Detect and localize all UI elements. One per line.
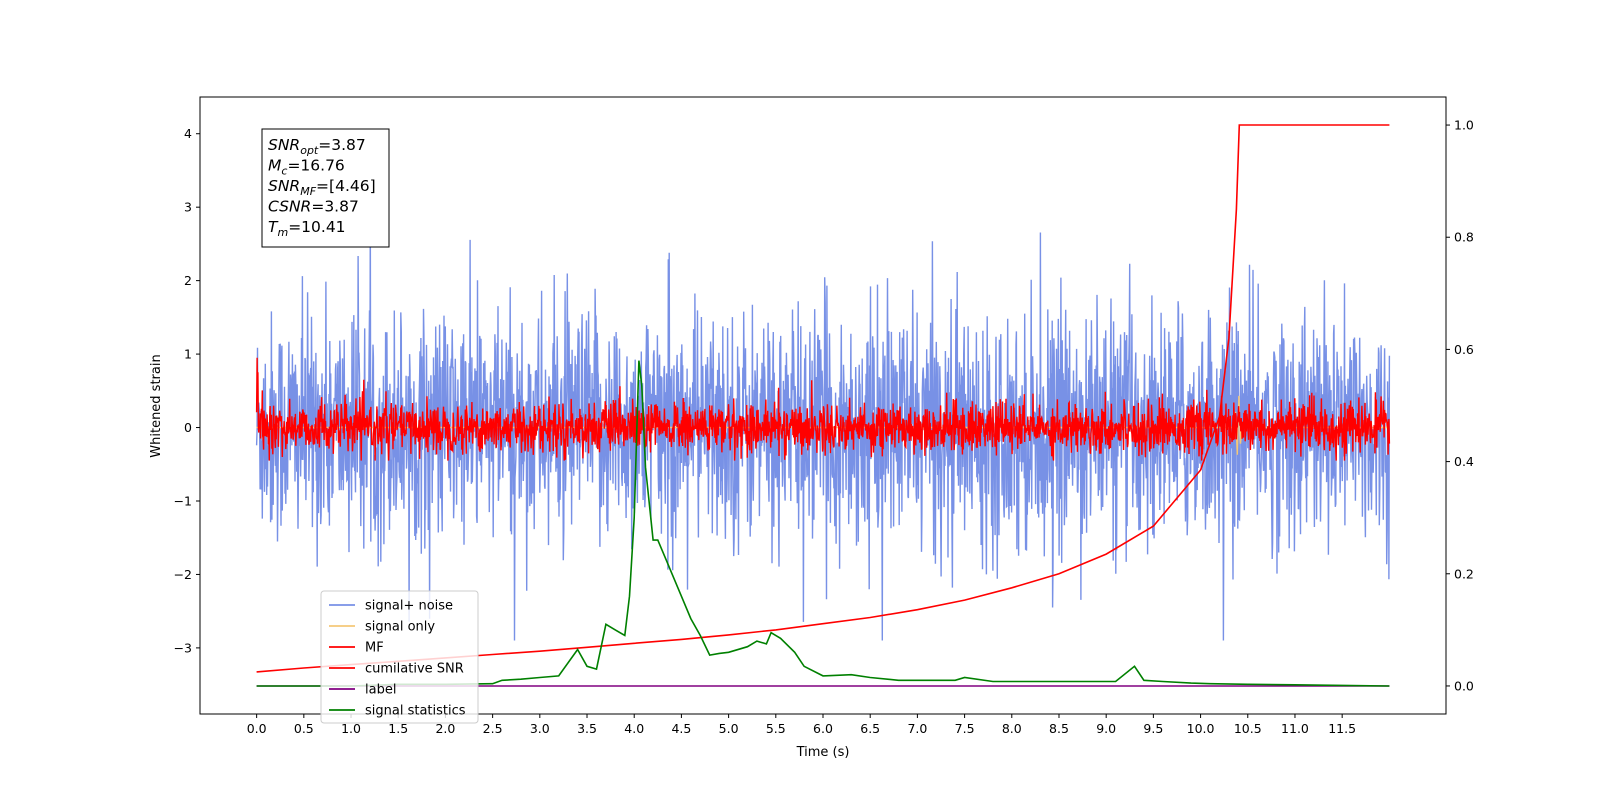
x-tick-label: 0.5 xyxy=(294,721,314,736)
y-tick-label-left: −1 xyxy=(174,493,192,508)
legend-entry: MF xyxy=(365,641,384,656)
y-axis-label-left: Whitened strain xyxy=(149,354,164,457)
y-tick-label-right: 0.6 xyxy=(1454,342,1474,357)
x-tick-label: 9.5 xyxy=(1143,721,1163,736)
x-tick-label: 8.0 xyxy=(1002,721,1022,736)
y-tick-label-right: 0.8 xyxy=(1454,230,1474,245)
y-tick-label-right: 0.2 xyxy=(1454,566,1474,581)
x-tick-label: 5.5 xyxy=(766,721,786,736)
x-tick-label: 5.0 xyxy=(719,721,739,736)
series-mf xyxy=(255,357,1391,461)
x-tick-label: 1.0 xyxy=(341,721,361,736)
x-tick-label: 6.5 xyxy=(860,721,880,736)
x-tick-label: 2.5 xyxy=(483,721,503,736)
y-tick-label-right: 0.0 xyxy=(1454,678,1474,693)
y-tick-label-left: 1 xyxy=(184,347,192,362)
legend-entry: signal+ noise xyxy=(365,599,453,614)
x-tick-label: 11.0 xyxy=(1281,721,1309,736)
x-tick-label: 3.5 xyxy=(577,721,597,736)
x-tick-label: 8.5 xyxy=(1049,721,1069,736)
y-axis-left: −3 −2 −1 0 1 2 3 4 xyxy=(174,126,200,655)
x-tick-label: 4.5 xyxy=(671,721,691,736)
x-tick-label: 2.0 xyxy=(435,721,455,736)
y-tick-label-right: 1.0 xyxy=(1454,118,1474,133)
x-tick-label: 0.0 xyxy=(247,721,267,736)
annotation-line: CSNR=3.87 xyxy=(268,198,359,216)
y-tick-label-left: 3 xyxy=(184,200,192,215)
series-signal-statistics xyxy=(256,360,1390,687)
x-tick-label: 1.5 xyxy=(388,721,408,736)
legend: signal+ noise signal only MF cumilative SNR… xyxy=(320,590,479,724)
annotation-line: SNRopt=3.87 xyxy=(268,136,366,157)
y-axis-right: 0.0 0.2 0.4 0.6 0.8 1.0 xyxy=(1446,118,1474,693)
y-tick-label-left: 4 xyxy=(184,126,192,141)
x-tick-label: 7.0 xyxy=(907,721,927,736)
y-tick-label-left: −2 xyxy=(174,567,192,582)
legend-frame xyxy=(320,590,479,724)
x-tick-label: 9.0 xyxy=(1096,721,1116,736)
legend-entry: signal statistics xyxy=(365,704,466,719)
annotation-line: Mc=16.76 xyxy=(268,157,345,178)
x-axis-label: Time (s) xyxy=(796,745,850,760)
x-axis: 0.0 0.5 1.0 1.5 2.0 2.5 3.0 3.5 4.0 4.5 5.0 5.5 6.0 6… xyxy=(247,714,1356,736)
x-tick-label: 11.5 xyxy=(1328,721,1356,736)
x-tick-label: 6.0 xyxy=(813,721,833,736)
y-tick-label-left: −3 xyxy=(174,640,192,655)
annotation-frame xyxy=(261,128,390,248)
x-tick-label: 10.0 xyxy=(1187,721,1215,736)
y-tick-label-left: 0 xyxy=(184,420,192,435)
annotation-line: Tm=10.41 xyxy=(268,218,346,239)
x-tick-label: 7.5 xyxy=(955,721,975,736)
x-tick-label: 4.0 xyxy=(624,721,644,736)
legend-entry: cumilative SNR xyxy=(365,662,464,677)
y-tick-label-right: 0.4 xyxy=(1454,454,1474,469)
legend-entry: label xyxy=(365,683,396,698)
legend-entry: signal only xyxy=(365,620,435,635)
annotation-box: SNRopt=3.87Mc=16.76SNRMF=[4.46]CSNR=3.87… xyxy=(261,128,390,248)
y-tick-label-left: 2 xyxy=(184,273,192,288)
x-tick-label: 3.0 xyxy=(530,721,550,736)
annotation-line: SNRMF=[4.46] xyxy=(268,177,376,198)
x-tick-label: 10.5 xyxy=(1234,721,1262,736)
